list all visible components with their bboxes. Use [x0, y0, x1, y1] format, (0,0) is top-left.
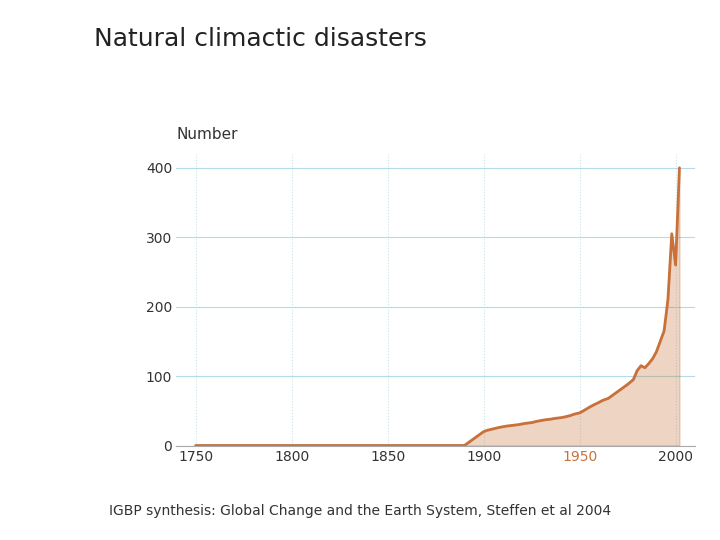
Text: Number: Number [176, 127, 238, 142]
Text: IGBP synthesis: Global Change and the Earth System, Steffen et al 2004: IGBP synthesis: Global Change and the Ea… [109, 504, 611, 518]
Text: Natural climactic disasters: Natural climactic disasters [94, 27, 426, 51]
